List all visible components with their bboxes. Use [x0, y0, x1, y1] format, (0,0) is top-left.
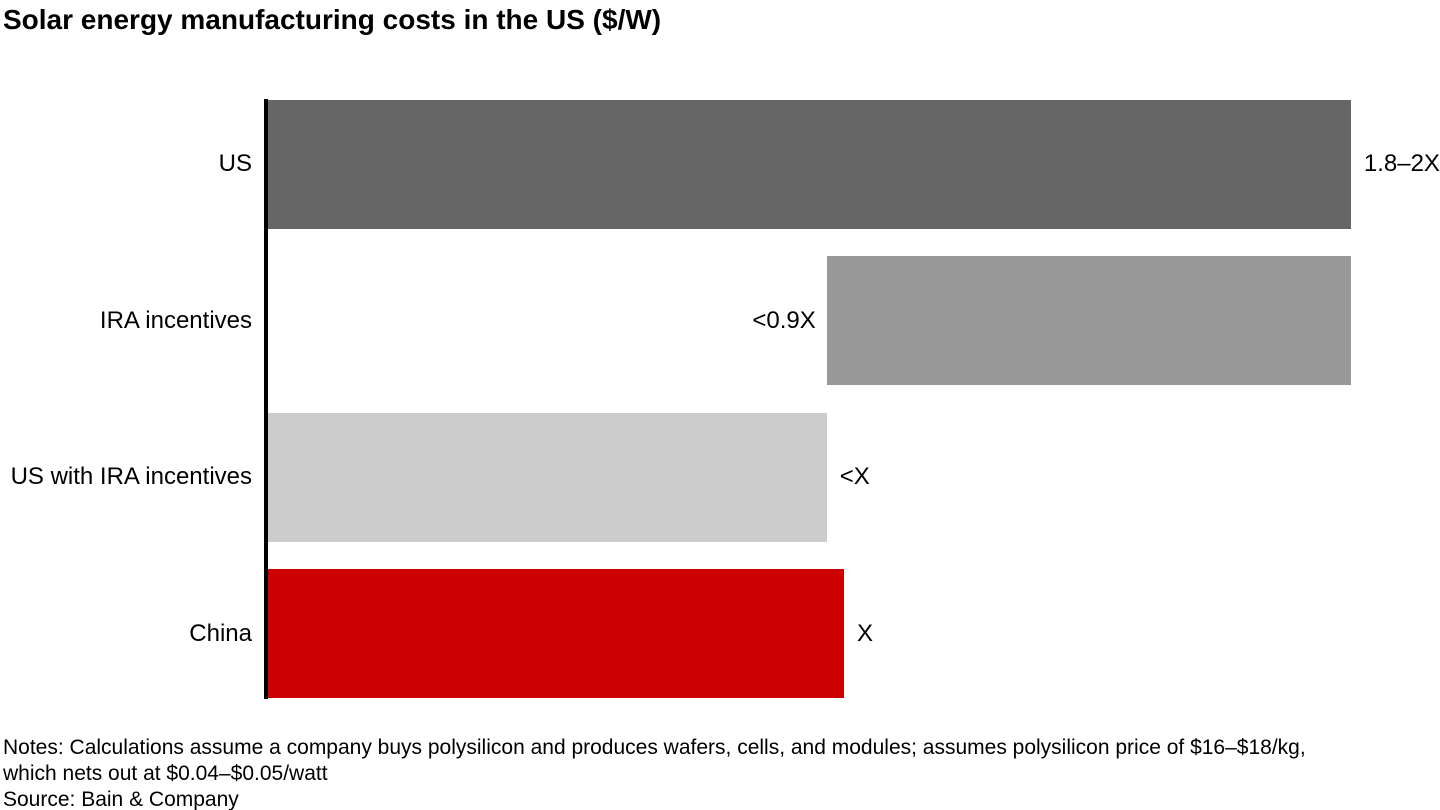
bar-us-with-ira-incentives [268, 412, 827, 542]
bar-ira-incentives [826, 256, 1351, 385]
value-label-us-with-ira-incentives: <X [839, 463, 870, 490]
category-label-us-with-ira-incentives: US with IRA incentives [10, 463, 252, 490]
value-label-us: 1.8–2X [1363, 150, 1440, 177]
category-label-china: China [189, 619, 252, 647]
footnotes: Notes: Calculations assume a company buy… [3, 735, 1306, 810]
note-line-2: which nets out at $0.04–$0.05/watt [3, 762, 328, 785]
source-line: Source: Bain & Company [3, 788, 239, 810]
category-label-ira-incentives: IRA incentives [99, 306, 252, 334]
category-label-us: US [218, 150, 252, 177]
note-line-1: Notes: Calculations assume a company buy… [3, 736, 1306, 759]
value-label-china: X [857, 619, 874, 647]
chart-title: Solar energy manufacturing costs in the … [3, 4, 662, 35]
value-label-ira-incentives: <0.9X [752, 306, 816, 334]
bar-china [268, 569, 844, 698]
bar-us [268, 99, 1351, 229]
y-axis-line [264, 99, 268, 699]
